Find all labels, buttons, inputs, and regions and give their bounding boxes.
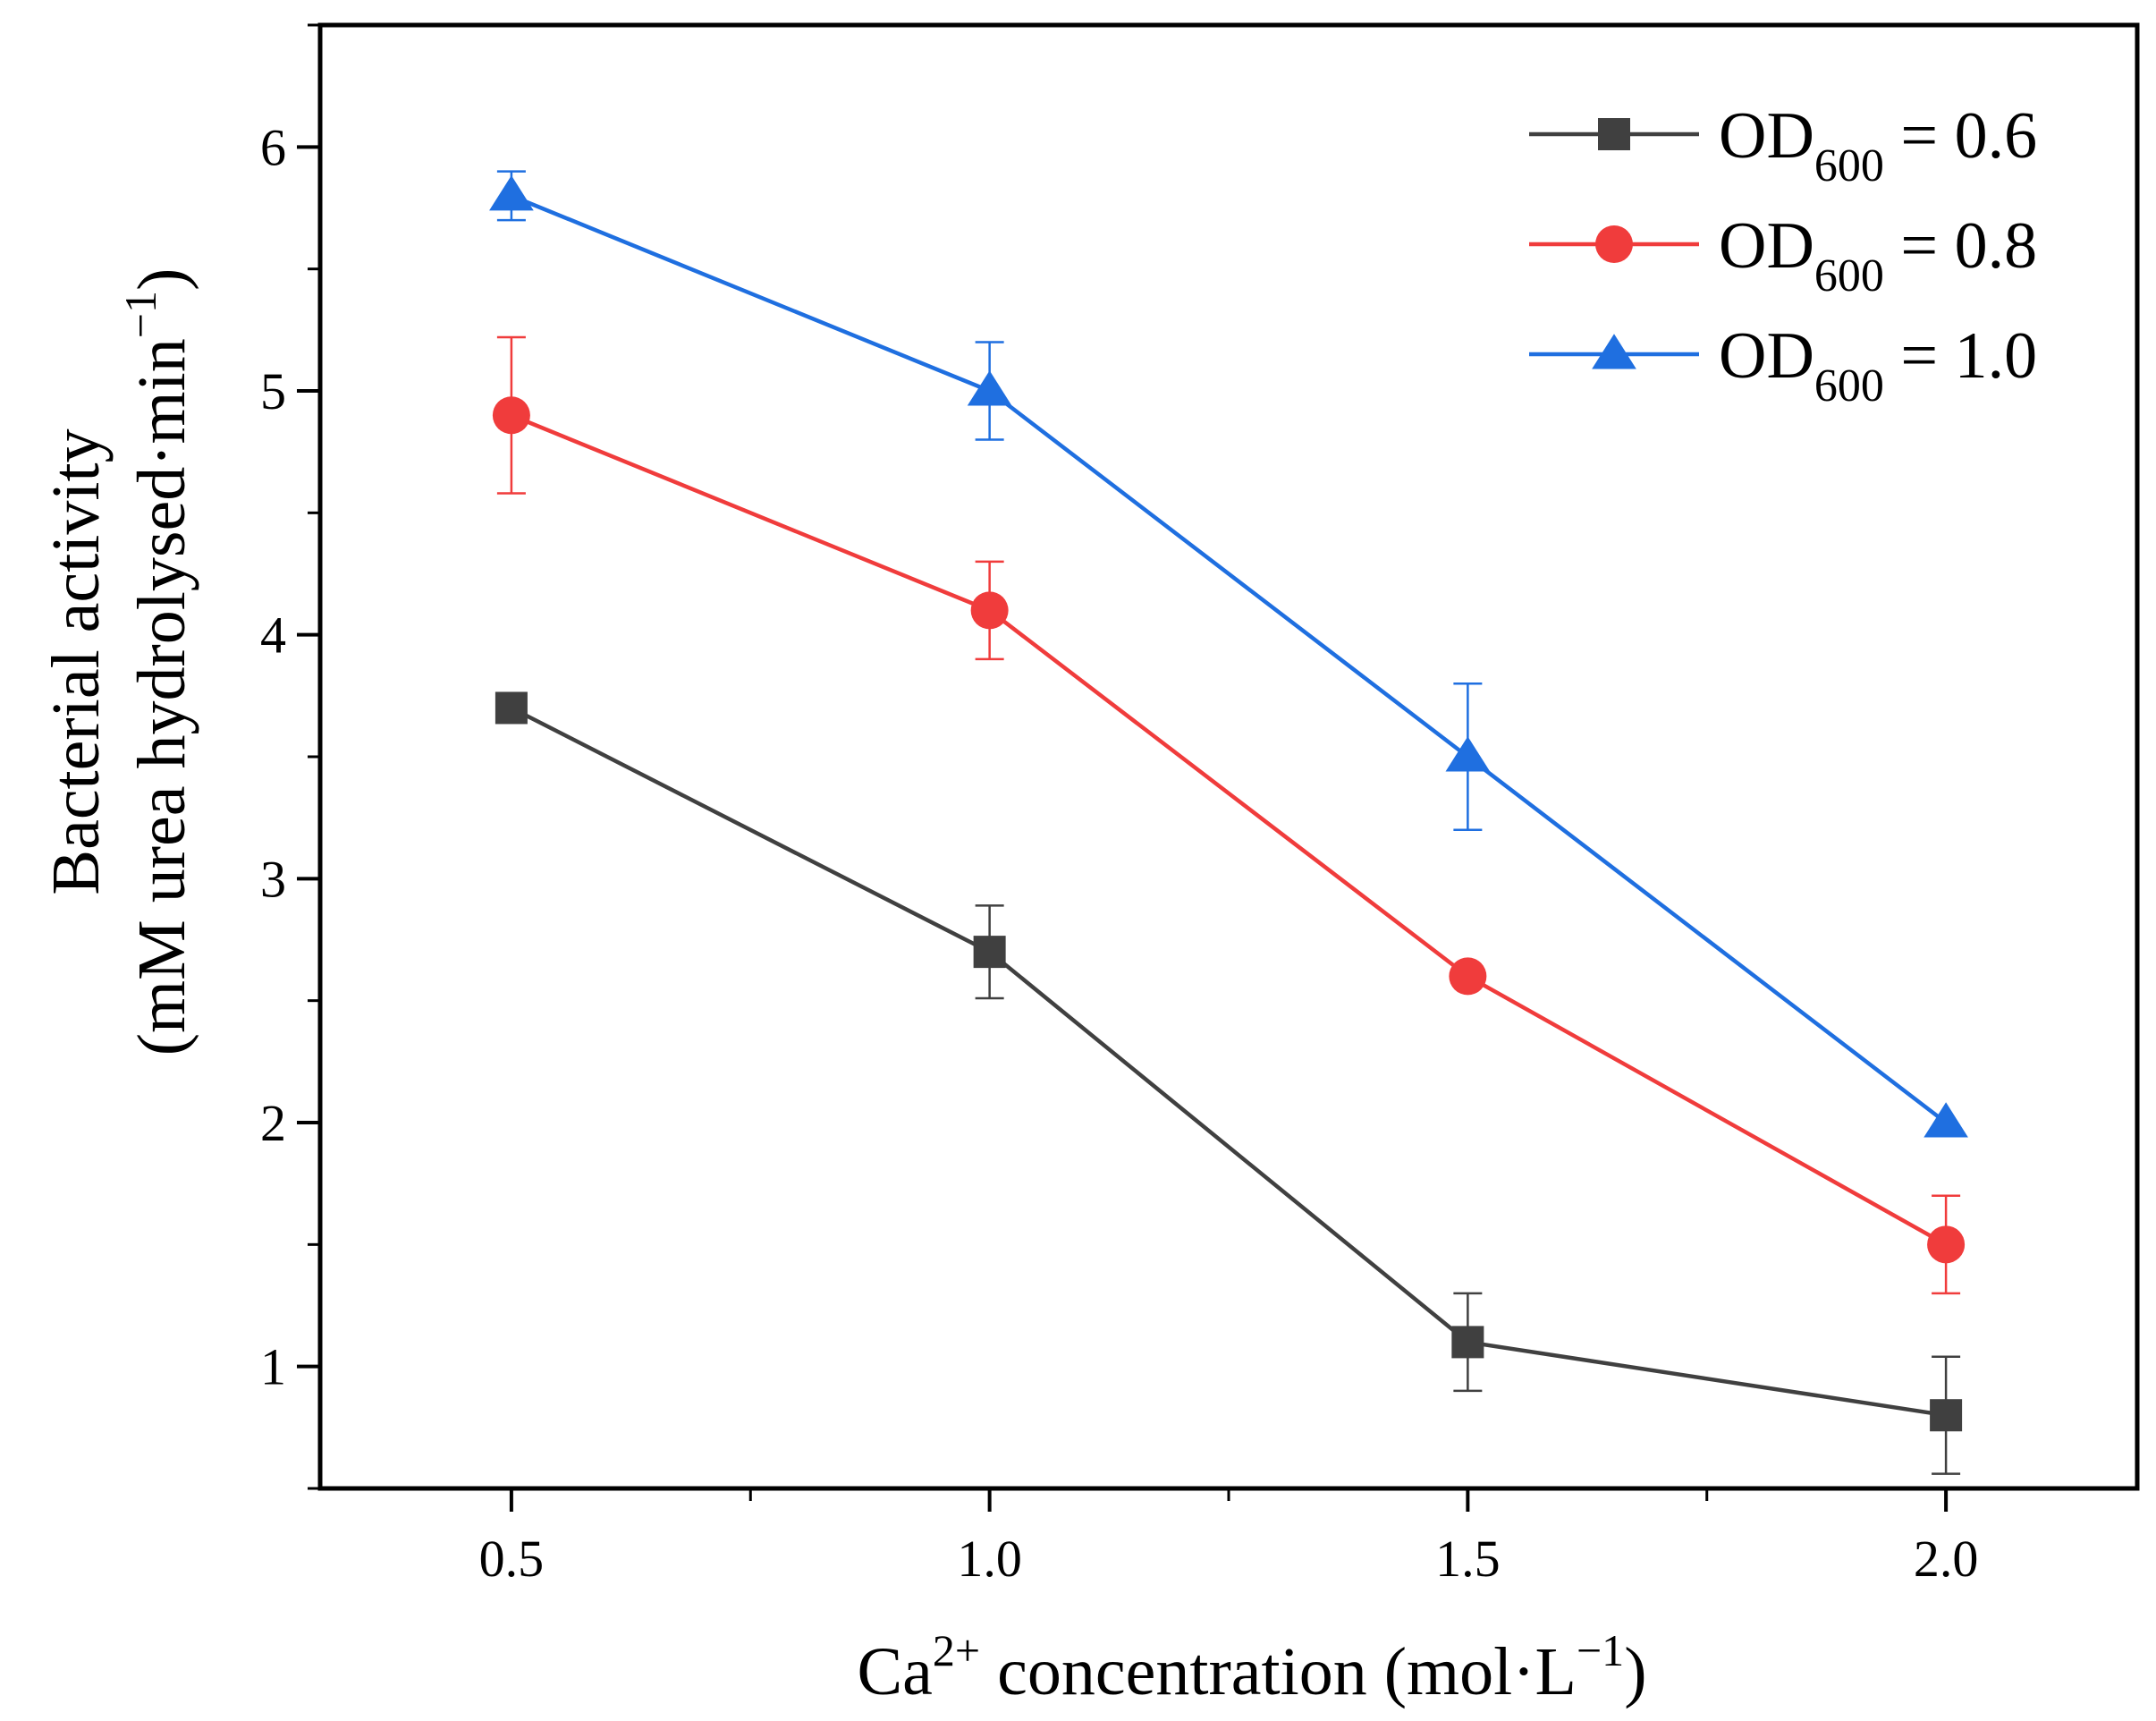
x-tick-label: 1.5 xyxy=(1435,1530,1501,1588)
data-point xyxy=(1927,1225,1966,1264)
data-point xyxy=(489,175,534,211)
x-tick-label: 2.0 xyxy=(1914,1530,1979,1588)
x-axis-title: Ca2+ concentration (mol·L−1) xyxy=(857,1625,1646,1709)
y-tick-label: 1 xyxy=(260,1338,286,1396)
data-point xyxy=(1930,1399,1963,1432)
series-line xyxy=(510,706,1947,1418)
data-point xyxy=(970,591,1009,630)
legend-marker xyxy=(1592,334,1636,369)
data-point xyxy=(1449,957,1487,996)
legend-marker xyxy=(1595,225,1633,263)
legend-marker xyxy=(1598,118,1630,150)
legend-item-1: OD600 = 0.8 xyxy=(1529,209,2037,301)
y-axis-title-line2: (mM urea hydrolysed·min−1) xyxy=(115,268,199,1056)
data-point xyxy=(967,370,1012,406)
x-tick-label: 1.0 xyxy=(957,1530,1022,1588)
series-line xyxy=(511,193,1948,1124)
y-axis: 1 2 3 4 5 6 xyxy=(260,23,320,1490)
data-point xyxy=(495,691,528,725)
data-point xyxy=(1923,1102,1968,1138)
legend-label: OD600 = 1.0 xyxy=(1719,319,2037,411)
legend-item-2: OD600 = 1.0 xyxy=(1529,319,2037,411)
series-1 xyxy=(492,335,1966,1295)
data-point xyxy=(1451,1326,1484,1359)
y-tick-label: 6 xyxy=(260,118,286,176)
y-tick-label: 5 xyxy=(260,362,286,420)
legend-item-0: OD600 = 0.6 xyxy=(1529,99,2037,191)
legend-label: OD600 = 0.6 xyxy=(1719,99,2037,191)
series-line xyxy=(511,413,1948,1247)
legend-label: OD600 = 0.8 xyxy=(1719,209,2037,301)
plot-frame xyxy=(317,22,2140,1491)
series-0 xyxy=(495,691,1963,1475)
legend: OD600 = 0.6 OD600 = 0.8 OD600 = 1.0 xyxy=(1529,99,2037,411)
y-tick-label: 4 xyxy=(260,606,286,665)
y-tick-label: 2 xyxy=(260,1094,286,1152)
x-axis: 0.5 1.0 1.5 2.0 xyxy=(479,1488,1979,1588)
series-layer xyxy=(489,170,1968,1475)
data-point xyxy=(973,936,1006,969)
series-2 xyxy=(489,170,1968,1138)
data-point xyxy=(492,396,530,435)
y-tick-label: 3 xyxy=(260,850,286,908)
x-tick-label: 0.5 xyxy=(479,1530,545,1588)
y-axis-title-line1: Bacterial activity xyxy=(38,428,114,894)
data-point xyxy=(1445,736,1491,772)
